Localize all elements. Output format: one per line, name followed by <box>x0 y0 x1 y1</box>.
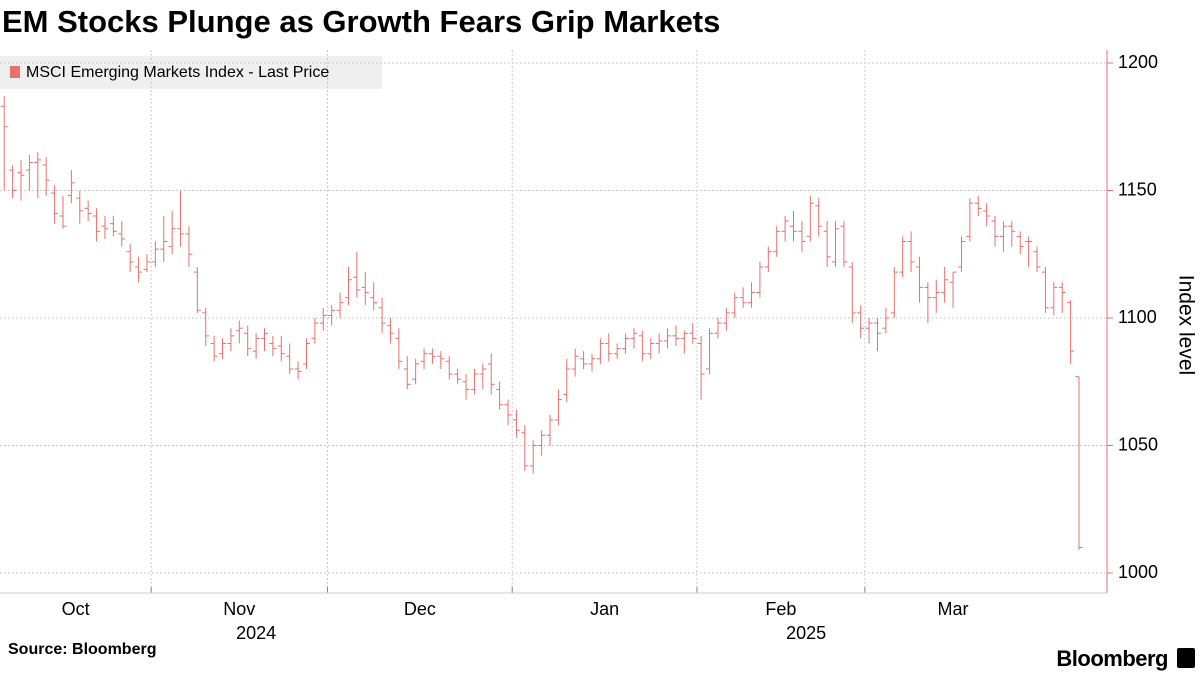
x-year-label: 2025 <box>786 623 826 643</box>
x-tick-label: Oct <box>62 599 90 619</box>
brand: Bloomberg <box>1056 646 1168 671</box>
y-tick-label: 1100 <box>1118 307 1157 327</box>
legend <box>0 56 382 89</box>
x-tick-label: Jan <box>590 599 619 619</box>
chart-title: EM Stocks Plunge as Growth Fears Grip Ma… <box>2 4 720 39</box>
y-tick-label: 1000 <box>1118 562 1158 582</box>
x-tick-label: Mar <box>938 599 969 619</box>
x-tick-label: Nov <box>223 599 255 619</box>
x-year-label: 2024 <box>236 623 276 643</box>
y-tick-label: 1050 <box>1118 434 1158 454</box>
y-tick-label: 1200 <box>1118 52 1158 72</box>
source: Source: Bloomberg <box>8 641 156 658</box>
legend-label: MSCI Emerging Markets Index - Last Price <box>26 64 329 81</box>
x-tick-label: Feb <box>765 599 796 619</box>
y-tick-label: 1150 <box>1118 179 1157 199</box>
y-axis-label: Index level <box>1174 275 1197 375</box>
x-tick-label: Dec <box>404 599 436 619</box>
brand-icon <box>1177 648 1195 668</box>
legend-swatch <box>10 66 20 78</box>
